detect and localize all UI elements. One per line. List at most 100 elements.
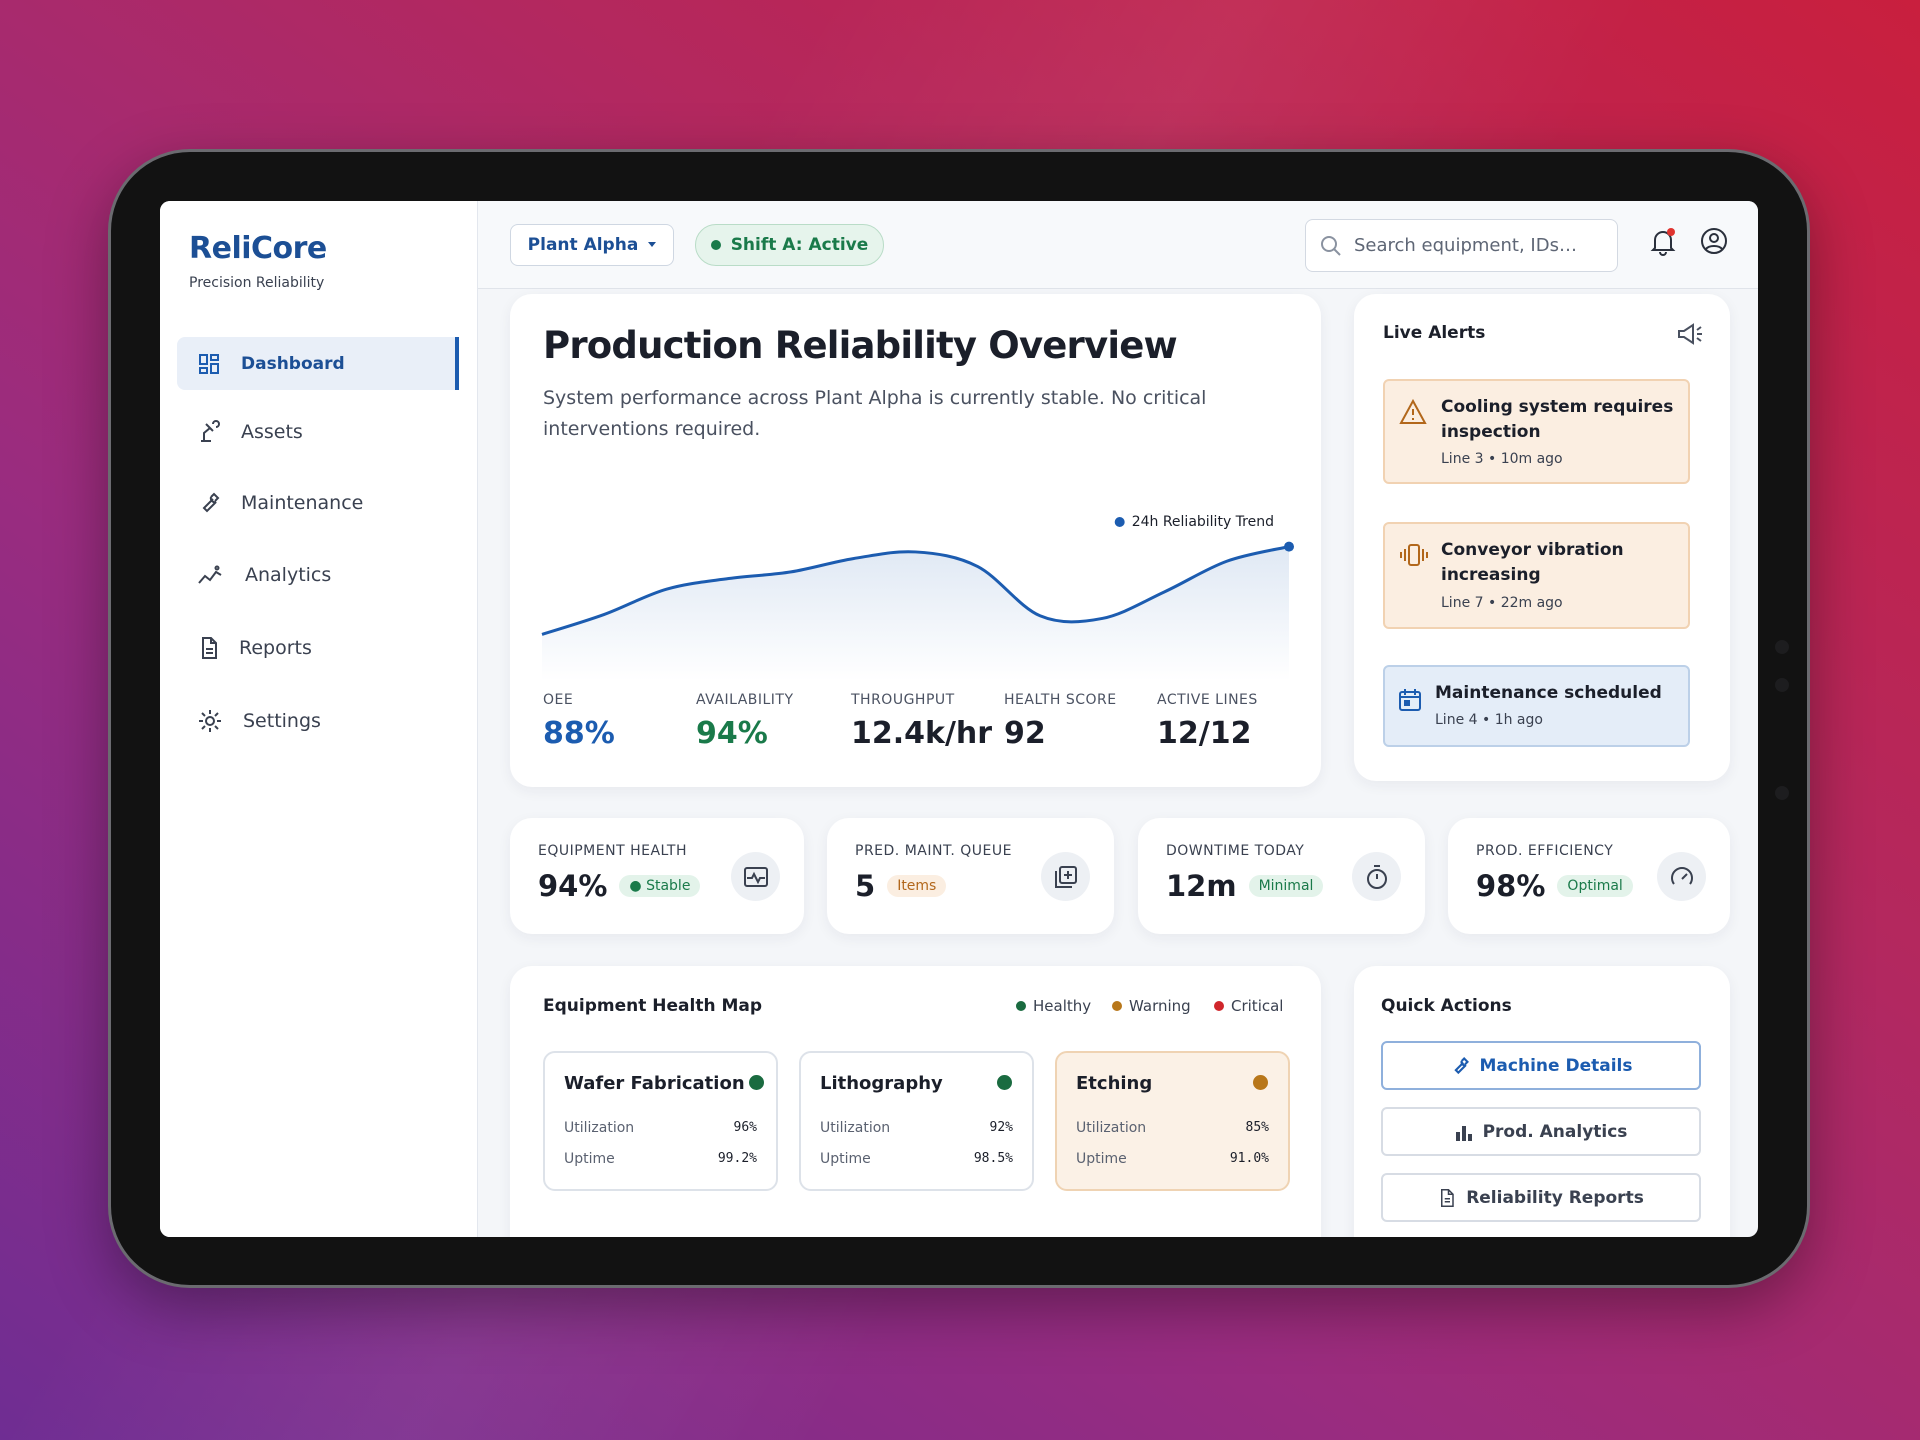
legend-dot: [1112, 1001, 1122, 1011]
overview-subtitle: System performance across Plant Alpha is…: [543, 387, 1207, 440]
legend-item: Warning: [1112, 997, 1191, 1015]
nav-item[interactable]: Maintenance: [177, 476, 459, 529]
icon-part: [201, 419, 220, 442]
icon-part: [1701, 228, 1727, 254]
row-value: 92%: [989, 1120, 1013, 1135]
icon-part: [202, 492, 220, 512]
row-value: 91.0%: [1229, 1151, 1269, 1166]
icon-part: [1678, 323, 1702, 345]
status-dot: [1253, 1075, 1268, 1090]
icon: [199, 353, 219, 374]
legend-item: Healthy: [1016, 997, 1091, 1015]
trend-line: [541, 545, 1290, 636]
icon-part: [1399, 691, 1421, 711]
stat-label: ACTIVE LINES: [1157, 692, 1258, 708]
kpi-badge: ● Stable: [619, 875, 701, 897]
row-label: Utilization: [820, 1120, 891, 1136]
nav-label: Assets: [241, 420, 303, 443]
nav-label: Analytics: [245, 563, 332, 586]
search-box[interactable]: Search equipment, IDs…: [1305, 219, 1618, 272]
row-value: 85%: [1245, 1120, 1269, 1135]
button-label: Prod. Analytics: [1482, 1121, 1628, 1142]
alert-meta: Line 7 • 22m ago: [1441, 595, 1563, 611]
nav-item[interactable]: Reports: [177, 621, 459, 674]
megaphone-icon: [1678, 323, 1702, 345]
icon-part: [199, 709, 221, 732]
alerts-card: Live Alerts Cooling system requires insp…: [1354, 294, 1730, 781]
icon: [1670, 866, 1693, 885]
brand: ReliCore: [189, 231, 327, 266]
icon: [1441, 1188, 1454, 1207]
trend-chart: [541, 541, 1294, 681]
kpi-badge: Minimal: [1248, 875, 1324, 897]
kpi-value-row: 12m Minimal: [1166, 869, 1324, 903]
notification-bell[interactable]: [1649, 227, 1677, 257]
stat-label: THROUGHPUT: [851, 692, 955, 708]
icon-part: [210, 362, 219, 374]
nav-item[interactable]: Analytics: [177, 548, 459, 601]
tile-name: Etching: [1076, 1073, 1153, 1094]
sidebar: ReliCore Precision Reliability Dashboard…: [160, 201, 478, 1237]
tile-row: Utilization 92%: [820, 1120, 1013, 1136]
tile-row: Uptime 91.0%: [1076, 1151, 1269, 1167]
nav-item[interactable]: Assets: [177, 405, 459, 458]
plant-name: Plant Alpha: [527, 235, 639, 255]
icon-part: [199, 353, 208, 365]
search-placeholder: Search equipment, IDs…: [1354, 235, 1577, 256]
icon-part: [746, 871, 765, 884]
icon-part: [1670, 866, 1693, 885]
tile-name: Wafer Fabrication: [564, 1073, 745, 1094]
kpi-label: EQUIPMENT HEALTH: [538, 843, 687, 859]
equipment-tile[interactable]: Wafer Fabrication Utilization 96% Uptime 9…: [543, 1051, 778, 1191]
icon-part: [1705, 245, 1723, 250]
row-label: Uptime: [1076, 1151, 1127, 1167]
alert[interactable]: Conveyor vibration increasing Line 7 • 2…: [1383, 522, 1690, 629]
tile-row: Utilization 96%: [564, 1120, 757, 1136]
row-label: Uptime: [564, 1151, 615, 1167]
icon-part: [1400, 549, 1428, 561]
icon-part: [1455, 1131, 1460, 1141]
equipment-tile[interactable]: Lithography Utilization 92% Uptime 98.5%: [799, 1051, 1034, 1191]
nav-item[interactable]: Dashboard: [177, 337, 459, 390]
icon-part: [1441, 1188, 1454, 1207]
quick-actions-card: Quick Actions Machine Details Prod. Anal…: [1354, 966, 1730, 1237]
icon-part: [198, 570, 222, 584]
tile-name: Lithography: [820, 1073, 943, 1094]
tile-row: Utilization 85%: [1076, 1120, 1269, 1136]
stat-value: 92: [1004, 716, 1046, 751]
quick-actions-title: Quick Actions: [1381, 996, 1512, 1016]
dot: [1775, 786, 1789, 800]
kpi-icon: [1657, 852, 1706, 901]
alert-title: Maintenance scheduled: [1435, 683, 1662, 703]
icon-part: [1709, 233, 1719, 243]
equipment-tile[interactable]: Etching Utilization 85% Uptime 91.0%: [1055, 1051, 1290, 1191]
icon-part: [1400, 689, 1420, 698]
profile-icon[interactable]: [1700, 227, 1728, 255]
icon: [1455, 1125, 1472, 1141]
alert[interactable]: Cooling system requires inspection Line …: [1383, 379, 1690, 484]
dot: [1775, 640, 1789, 654]
kpi-card: PROD. EFFICIENCY 98% Optimal: [1448, 818, 1730, 934]
calendar-icon: [1399, 689, 1421, 711]
icon-part: [1321, 235, 1337, 252]
kpi-badge: Optimal: [1557, 875, 1633, 897]
icon-part: [648, 242, 657, 247]
row-label: Utilization: [564, 1120, 635, 1136]
stat-value: 88%: [543, 716, 615, 751]
action-button[interactable]: Prod. Analytics: [1381, 1107, 1701, 1156]
plant-selector[interactable]: Plant Alpha: [510, 224, 674, 266]
row-value: 98.5%: [973, 1151, 1013, 1166]
kpi-label: DOWNTIME TODAY: [1166, 843, 1305, 859]
row-value: 99.2%: [717, 1151, 757, 1166]
icon: [198, 565, 222, 584]
health-map-title: Equipment Health Map: [543, 996, 763, 1016]
icon: [743, 866, 768, 887]
icon: [1054, 865, 1077, 888]
action-button[interactable]: Machine Details: [1381, 1041, 1701, 1090]
icon-part: [202, 636, 217, 659]
nav-item[interactable]: Settings: [177, 694, 459, 747]
alert[interactable]: Maintenance scheduled Line 4 • 1h ago: [1383, 665, 1690, 747]
kpi-value: 94%: [538, 869, 608, 903]
action-button[interactable]: Reliability Reports: [1381, 1173, 1701, 1222]
